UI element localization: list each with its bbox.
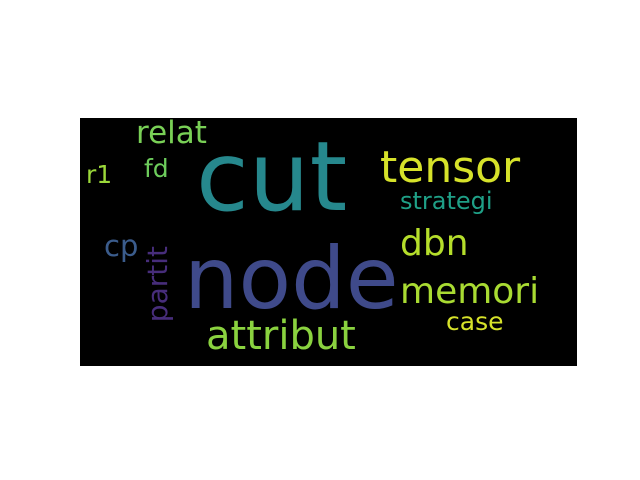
word-attribut: attribut: [206, 313, 356, 359]
word-cloud-panel: cut node tensor relat strategi dbn memor…: [80, 118, 577, 366]
word-strategi: strategi: [400, 187, 493, 215]
word-case: case: [446, 307, 504, 336]
word-tensor: tensor: [380, 142, 521, 193]
word-dbn: dbn: [400, 223, 469, 264]
word-cp: cp: [104, 229, 139, 263]
word-cut: cut: [196, 121, 348, 233]
word-memori: memori: [400, 271, 540, 312]
word-fd: fd: [144, 154, 169, 183]
word-node: node: [184, 229, 399, 329]
word-partit: partit: [141, 246, 174, 323]
word-r1: r1: [86, 160, 113, 189]
word-relat: relat: [136, 115, 207, 151]
